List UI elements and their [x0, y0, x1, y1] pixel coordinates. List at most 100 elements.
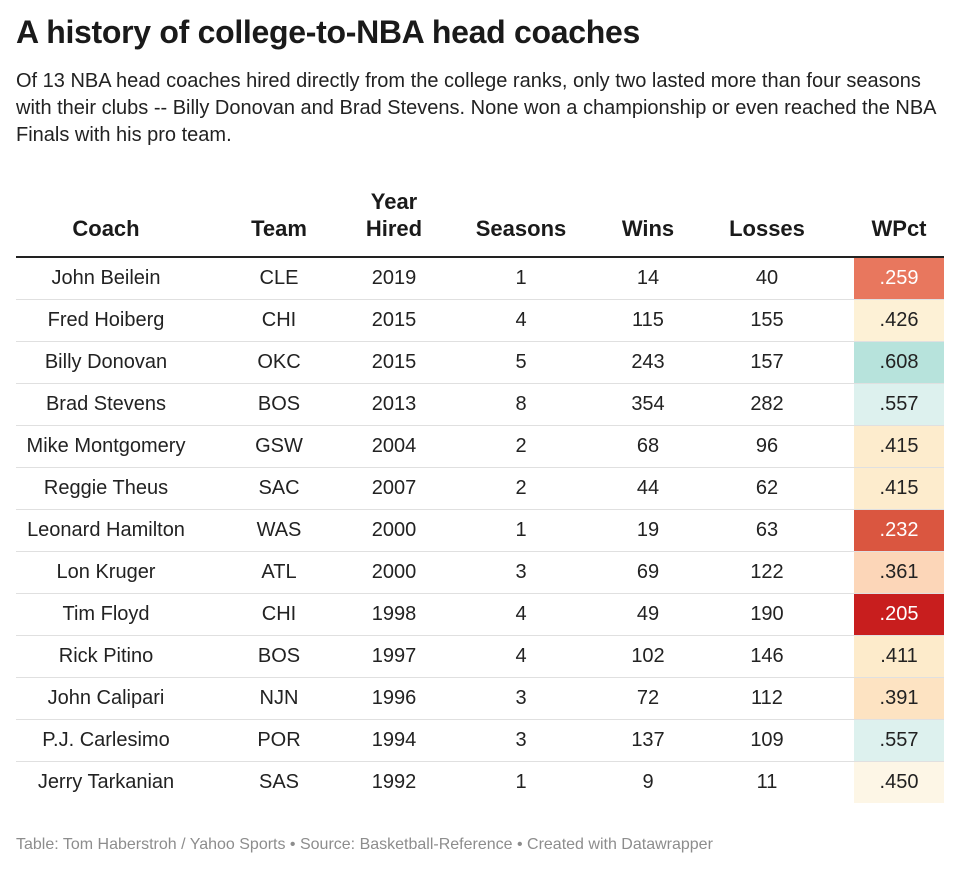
cell-losses: 63	[680, 509, 854, 552]
table-row: John Calipari NJN 1996 3 72 112.391	[16, 677, 944, 720]
cell-team: BOS	[196, 383, 362, 426]
cell-wpct: .415	[854, 467, 944, 510]
cell-seasons: 4	[426, 635, 616, 678]
cell-wins: 102	[616, 635, 680, 678]
column-header-wpct: WPct	[871, 216, 927, 241]
cell-team: SAS	[258, 771, 300, 793]
chart-subtitle: Of 13 NBA head coaches hired directly fr…	[16, 70, 936, 146]
table-row: Rick Pitino BOS 1997 4 102 146.411	[16, 635, 944, 678]
column-header-wins: Wins	[621, 216, 675, 241]
cell-coach: Tim Floyd	[16, 593, 196, 636]
chart-title: A history of college-to-NBA head coaches	[16, 14, 640, 50]
cell-year-hired: 2004	[362, 425, 426, 468]
column-header-losses: Losses	[729, 216, 805, 241]
cell-team: CHI	[196, 299, 362, 342]
table-row: Reggie Theus SAC 2007 2 44 62.415	[16, 467, 944, 510]
coaches-table: Coach Team Year Hired Seasons Wins Losse…	[16, 188, 944, 803]
cell-wpct: .361	[854, 551, 944, 594]
cell-year-hired: 2013	[362, 383, 426, 426]
cell-team: WAS	[196, 509, 362, 552]
cell-wins: 354	[616, 383, 680, 426]
cell-wpct: .232	[854, 509, 944, 552]
cell-year-hired: 2019	[362, 257, 426, 300]
cell-year-hired: 2000	[362, 551, 426, 594]
cell-year-hired: 2015	[362, 341, 426, 384]
cell-losses: 96	[680, 425, 854, 468]
cell-losses: 40	[680, 257, 854, 300]
cell-wins: 69	[616, 551, 680, 594]
chart-footer: Table: Tom Haberstroh / Yahoo Sports • S…	[16, 836, 713, 853]
cell-wpct: .557	[854, 719, 944, 762]
cell-year-hired: 2007	[362, 467, 426, 510]
cell-losses: 190	[680, 593, 854, 636]
cell-coach: Jerry Tarkanian	[37, 771, 175, 793]
table-body: John Beilein CLE 2019 1 14 40.259 Fred Hoiberg…	[16, 257, 944, 803]
cell-wins: 243	[616, 341, 680, 384]
cell-team: NJN	[196, 677, 362, 720]
cell-wpct: .415	[854, 425, 944, 468]
column-header-coach: Coach	[72, 216, 140, 241]
cell-seasons: 2	[426, 467, 616, 510]
cell-wins: 19	[616, 509, 680, 552]
table-row: Tim Floyd CHI 1998 4 49 190.205	[16, 593, 944, 636]
cell-coach: Fred Hoiberg	[16, 299, 196, 342]
cell-losses: 282	[680, 383, 854, 426]
cell-wins: 72	[616, 677, 680, 720]
cell-seasons: 4	[426, 593, 616, 636]
cell-losses: 122	[680, 551, 854, 594]
cell-seasons: 4	[426, 299, 616, 342]
cell-losses: 112	[680, 677, 854, 720]
cell-coach: Lon Kruger	[16, 551, 196, 594]
table-row: Mike Montgomery GSW 2004 2 68 96.415	[16, 425, 944, 468]
cell-seasons: 3	[426, 677, 616, 720]
cell-wpct: .450	[854, 761, 944, 803]
cell-seasons: 8	[426, 383, 616, 426]
cell-losses: 109	[680, 719, 854, 762]
column-header-year-hired: Year Hired	[365, 189, 423, 241]
cell-coach: Billy Donovan	[16, 341, 196, 384]
cell-seasons: 2	[426, 425, 616, 468]
cell-wpct: .608	[854, 341, 944, 384]
table-row: Leonard Hamilton WAS 2000 1 19 63.232	[16, 509, 944, 552]
cell-wins: 14	[616, 257, 680, 300]
cell-team: SAC	[196, 467, 362, 510]
cell-losses: 155	[680, 299, 854, 342]
table-row: Fred Hoiberg CHI 2015 4 115 155.426	[16, 299, 944, 342]
cell-losses: 146	[680, 635, 854, 678]
cell-wins: 9	[642, 771, 654, 793]
cell-wins: 44	[616, 467, 680, 510]
table-row: P.J. Carlesimo POR 1994 3 137 109.557	[16, 719, 944, 762]
column-header-team: Team	[251, 216, 307, 241]
cell-seasons: 3	[426, 719, 616, 762]
cell-wpct: .426	[854, 299, 944, 342]
cell-team: POR	[196, 719, 362, 762]
cell-coach: Brad Stevens	[16, 383, 196, 426]
cell-seasons: 5	[426, 341, 616, 384]
table-row: Jerry Tarkanian SAS 1992 1 9 11 .450	[16, 761, 944, 803]
cell-seasons: 1	[426, 257, 616, 300]
cell-wpct: .411	[854, 635, 944, 678]
cell-team: ATL	[196, 551, 362, 594]
cell-team: BOS	[196, 635, 362, 678]
table-row: Billy Donovan OKC 2015 5 243 157.608	[16, 341, 944, 384]
cell-losses: 157	[680, 341, 854, 384]
column-header-seasons: Seasons	[475, 216, 567, 241]
cell-coach: Rick Pitino	[16, 635, 196, 678]
cell-coach: John Beilein	[16, 257, 196, 300]
cell-year-hired: 1992	[371, 771, 417, 793]
cell-team: CHI	[196, 593, 362, 636]
cell-wpct: .391	[854, 677, 944, 720]
cell-wins: 49	[616, 593, 680, 636]
cell-year-hired: 1996	[362, 677, 426, 720]
cell-team: OKC	[196, 341, 362, 384]
cell-seasons: 1	[426, 509, 616, 552]
cell-wins: 137	[616, 719, 680, 762]
cell-coach: Reggie Theus	[16, 467, 196, 510]
cell-team: GSW	[196, 425, 362, 468]
cell-year-hired: 1998	[362, 593, 426, 636]
cell-coach: Leonard Hamilton	[16, 509, 196, 552]
cell-losses: 11	[756, 771, 778, 793]
table-row: Brad Stevens BOS 2013 8 354 282.557	[16, 383, 944, 426]
cell-year-hired: 2015	[362, 299, 426, 342]
cell-wpct: .205	[854, 593, 944, 636]
